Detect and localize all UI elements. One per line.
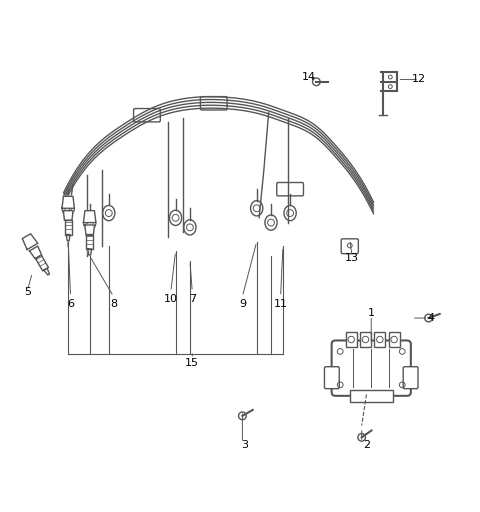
Polygon shape [85, 225, 95, 234]
Circle shape [388, 84, 392, 89]
Text: 7: 7 [189, 294, 196, 304]
Text: 15: 15 [185, 358, 199, 368]
Text: 5: 5 [24, 287, 31, 297]
Text: 4: 4 [427, 313, 434, 323]
Text: 1: 1 [368, 308, 375, 318]
FancyBboxPatch shape [324, 367, 339, 389]
Circle shape [388, 75, 392, 79]
Text: 9: 9 [239, 298, 246, 309]
FancyBboxPatch shape [403, 367, 418, 389]
Circle shape [239, 412, 246, 420]
Text: 12: 12 [412, 74, 426, 84]
Circle shape [425, 314, 432, 322]
Bar [346, 332, 357, 347]
Polygon shape [29, 246, 42, 259]
Bar [389, 332, 399, 347]
Bar [360, 332, 371, 347]
FancyBboxPatch shape [341, 239, 359, 253]
Polygon shape [63, 210, 73, 220]
Polygon shape [36, 255, 48, 271]
Polygon shape [86, 234, 93, 249]
Text: 13: 13 [345, 253, 359, 263]
Polygon shape [88, 249, 92, 255]
Text: 11: 11 [274, 298, 288, 309]
Text: 8: 8 [110, 298, 117, 309]
Polygon shape [84, 210, 96, 223]
Polygon shape [65, 220, 72, 234]
Bar [350, 390, 393, 401]
Text: 2: 2 [363, 439, 370, 450]
Circle shape [358, 434, 365, 441]
Text: 3: 3 [241, 439, 248, 450]
Bar [374, 332, 385, 347]
Text: 10: 10 [164, 294, 178, 304]
Text: 6: 6 [67, 298, 74, 309]
Polygon shape [66, 234, 70, 241]
Polygon shape [22, 234, 38, 249]
Text: 14: 14 [302, 72, 316, 82]
FancyBboxPatch shape [133, 109, 160, 122]
Polygon shape [44, 268, 49, 275]
Polygon shape [62, 196, 74, 208]
FancyBboxPatch shape [332, 340, 411, 396]
Circle shape [312, 78, 320, 86]
FancyBboxPatch shape [200, 97, 227, 110]
FancyBboxPatch shape [277, 182, 303, 196]
Circle shape [348, 243, 352, 248]
